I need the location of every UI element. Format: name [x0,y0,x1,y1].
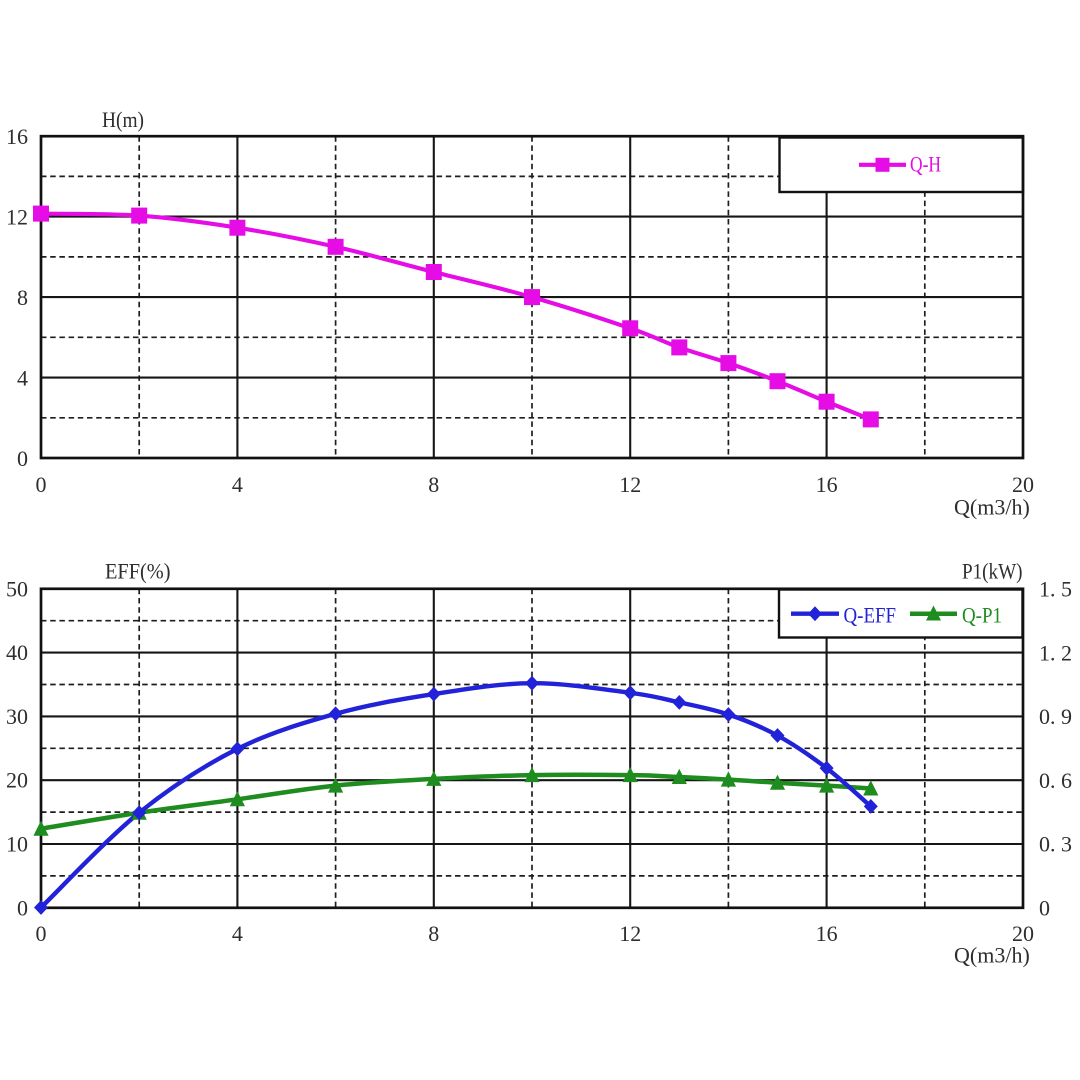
svg-text:20: 20 [6,768,28,793]
svg-text:4: 4 [232,921,243,946]
svg-text:16: 16 [816,921,838,946]
svg-text:30: 30 [6,704,28,729]
svg-text:EFF(%): EFF(%) [105,559,171,584]
svg-text:20: 20 [1012,472,1034,497]
svg-text:0. 9: 0. 9 [1039,704,1072,729]
svg-text:0: 0 [17,895,28,920]
svg-text:12: 12 [619,921,641,946]
svg-text:4: 4 [232,472,243,497]
svg-text:16: 16 [6,124,28,149]
svg-text:12: 12 [6,205,28,230]
svg-text:4: 4 [17,366,28,391]
svg-text:8: 8 [428,921,439,946]
svg-text:1. 5: 1. 5 [1039,577,1072,602]
svg-text:12: 12 [619,472,641,497]
svg-text:20: 20 [1012,921,1034,946]
svg-text:Q-P1: Q-P1 [962,603,1002,628]
svg-text:Q-H: Q-H [910,152,941,177]
svg-text:H(m): H(m) [102,107,144,132]
svg-text:0: 0 [1039,896,1050,921]
svg-text:0: 0 [17,446,28,471]
svg-text:0: 0 [36,472,47,497]
svg-text:0. 6: 0. 6 [1039,768,1072,793]
svg-text:0: 0 [36,921,47,946]
svg-text:40: 40 [6,640,28,665]
svg-text:16: 16 [816,472,838,497]
svg-text:P1(kW): P1(kW) [962,559,1023,584]
svg-text:8: 8 [428,472,439,497]
svg-text:Q(m3/h): Q(m3/h) [954,495,1030,520]
svg-text:Q(m3/h): Q(m3/h) [954,943,1030,968]
svg-text:0. 3: 0. 3 [1039,832,1072,857]
svg-text:50: 50 [6,576,28,601]
svg-text:8: 8 [17,285,28,310]
svg-text:10: 10 [6,832,28,857]
svg-text:1. 2: 1. 2 [1039,640,1072,665]
svg-text:Q-EFF: Q-EFF [844,603,897,628]
